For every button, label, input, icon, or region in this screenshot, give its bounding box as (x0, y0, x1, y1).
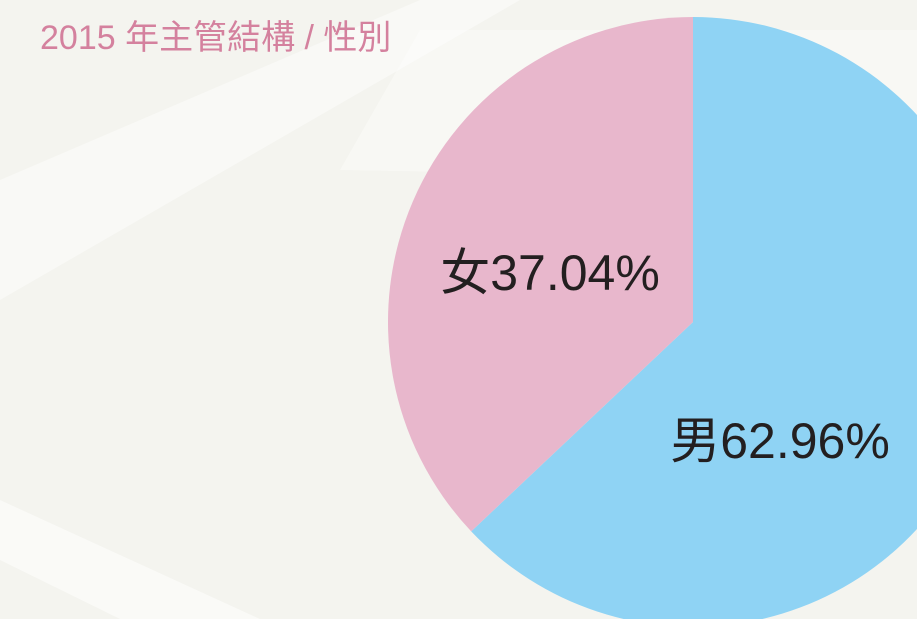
slice-label: 女37.04% (440, 245, 660, 301)
background-shape (0, 0, 520, 300)
pie-slice (471, 17, 917, 619)
slice-value: 62.96% (720, 413, 890, 469)
background-shape (0, 500, 260, 619)
chart-title: 2015 年主管結構 / 性別 (40, 19, 391, 57)
slice-category: 女 (440, 245, 490, 301)
slice-label: 男62.96% (670, 413, 890, 469)
slice-category: 男 (670, 413, 720, 469)
slice-value: 37.04% (490, 245, 660, 301)
pie-slice (388, 17, 693, 532)
